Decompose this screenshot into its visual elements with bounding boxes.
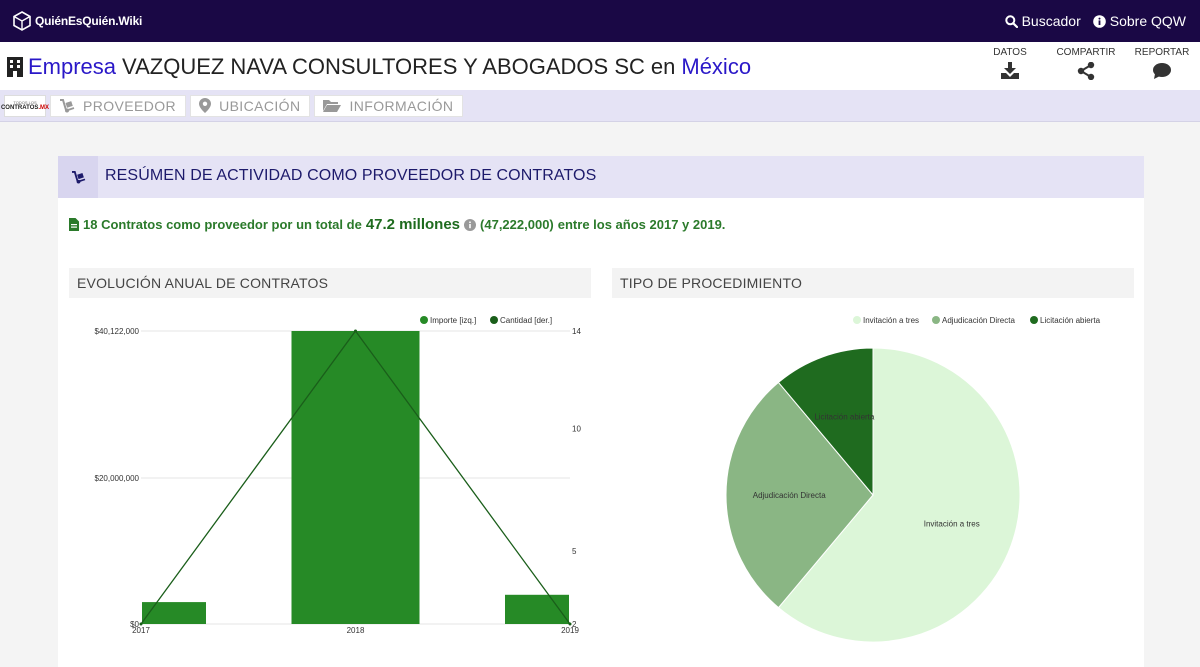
search-icon bbox=[1004, 14, 1018, 28]
about-link-label: Sobre QQW bbox=[1109, 13, 1186, 29]
search-link-label: Buscador bbox=[1021, 13, 1081, 29]
x-tick-label: 2017 bbox=[132, 626, 150, 635]
share-button[interactable]: COMPARTIR bbox=[1048, 47, 1124, 80]
pie-slice-label: Licitación abierta bbox=[814, 412, 875, 421]
cube-icon bbox=[13, 11, 31, 31]
legend-marker bbox=[420, 316, 428, 324]
pie-slice-label: Adjudicación Directa bbox=[753, 491, 826, 500]
summary-exact-amount: (47,222,000) bbox=[480, 217, 554, 232]
legend-marker bbox=[1030, 316, 1038, 324]
brand-name: QuiénEsQuién.Wiki bbox=[35, 14, 143, 28]
share-icon bbox=[1077, 62, 1095, 80]
legend-marker bbox=[853, 316, 861, 324]
y-right-tick-label: 10 bbox=[572, 425, 581, 434]
bar-importe bbox=[291, 331, 420, 624]
building-icon bbox=[7, 57, 23, 77]
logo-line1: TODOS LOS bbox=[13, 99, 37, 105]
tab-proveedor-label: PROVEEDOR bbox=[83, 97, 177, 114]
summary-text-1: 18 Contratos como proveedor por un total… bbox=[83, 217, 362, 232]
search-link[interactable]: Buscador bbox=[1004, 13, 1081, 29]
y-right-tick-label: 5 bbox=[572, 547, 577, 556]
info-circle-icon bbox=[1092, 14, 1106, 28]
summary-text-2: entre los años 2017 y 2019. bbox=[557, 217, 726, 232]
dolly-icon bbox=[60, 98, 75, 112]
y-left-tick-label: $20,000,000 bbox=[95, 474, 140, 483]
tab-informacion-label: INFORMACIÓN bbox=[349, 97, 454, 114]
x-tick-label: 2019 bbox=[561, 626, 579, 635]
y-left-tick-label: $0 bbox=[130, 620, 139, 629]
logo-line2: CONTRATOS.MX bbox=[1, 105, 49, 112]
entity-header: Empresa VAZQUEZ NAVA CONSULTORES Y ABOGA… bbox=[0, 42, 1200, 90]
comment-icon bbox=[1153, 63, 1171, 79]
logo-line2-suffix: .MX bbox=[38, 104, 50, 111]
pie-slice bbox=[725, 381, 874, 609]
section-title: RESÚMEN DE ACTIVIDAD COMO PROVEEDOR DE C… bbox=[105, 167, 597, 184]
x-tick-label: 2018 bbox=[347, 626, 365, 635]
dolly-icon bbox=[71, 170, 85, 184]
todoslosscontratos-logo[interactable]: TODOS LOS CONTRATOS.MX bbox=[1, 94, 49, 117]
section-header: RESÚMEN DE ACTIVIDAD COMO PROVEEDOR DE C… bbox=[58, 156, 1144, 198]
y-right-tick-label: 14 bbox=[572, 327, 581, 336]
section-icon-box bbox=[58, 156, 98, 198]
annual-evolution-title: EVOLUCIÓN ANUAL DE CONTRATOS bbox=[69, 268, 591, 298]
legend-label: Licitación abierta bbox=[1040, 316, 1101, 325]
company-name: VAZQUEZ NAVA CONSULTORES Y ABOGADOS SC bbox=[122, 54, 645, 79]
entity-type: Empresa bbox=[28, 54, 117, 79]
country-link[interactable]: México bbox=[681, 54, 752, 79]
bar-importe bbox=[505, 594, 569, 624]
pie-slice bbox=[777, 347, 1021, 643]
pie-slice bbox=[777, 347, 874, 497]
summary-card: RESÚMEN DE ACTIVIDAD COMO PROVEEDOR DE C… bbox=[58, 156, 1144, 667]
point-cantidad bbox=[568, 622, 572, 626]
procedure-type-title: TIPO DE PROCEDIMIENTO bbox=[612, 268, 1134, 298]
legend-label: Cantidad [der.] bbox=[500, 316, 552, 325]
top-navbar: QuiénEsQuién.Wiki Buscador Sobre QQW bbox=[0, 0, 1200, 42]
legend-marker bbox=[490, 316, 498, 324]
annual-evolution-chart: $0 $20,000,000 $40,122,000 2 5 10 14 2017 2018 20… bbox=[95, 316, 1101, 643]
tab-ubicacion-label: UBICACIÓN bbox=[219, 97, 301, 114]
report-button[interactable]: REPORTAR bbox=[1124, 47, 1200, 80]
point-cantidad bbox=[354, 329, 357, 333]
info-circle-icon[interactable] bbox=[464, 218, 477, 231]
download-data-label: DATOS bbox=[993, 47, 1027, 58]
folder-open-icon bbox=[323, 100, 342, 112]
page-title: Empresa VAZQUEZ NAVA CONSULTORES Y ABOGA… bbox=[6, 54, 751, 80]
title-connector: en bbox=[650, 54, 676, 79]
section-tabs: TODOS LOS CONTRATOS.MX PROVEEDOR UBICACI… bbox=[0, 90, 1200, 122]
legend-label: Importe [izq.] bbox=[430, 316, 476, 325]
point-cantidad bbox=[139, 622, 143, 626]
y-left-tick-label: $40,122,000 bbox=[95, 327, 140, 336]
tab-proveedor[interactable]: PROVEEDOR bbox=[50, 94, 187, 117]
map-marker-icon bbox=[199, 98, 212, 113]
about-link[interactable]: Sobre QQW bbox=[1092, 13, 1186, 29]
download-icon bbox=[1001, 62, 1019, 79]
legend-label: Adjudicación Directa bbox=[942, 316, 1015, 325]
tab-informacion[interactable]: INFORMACIÓN bbox=[314, 94, 464, 117]
header-actions: DATOS COMPARTIR REPORTAR bbox=[972, 47, 1200, 80]
bar-importe bbox=[142, 602, 206, 624]
legend-label: Invitación a tres bbox=[863, 316, 919, 325]
brand-logo[interactable]: QuiénEsQuién.Wiki bbox=[12, 11, 142, 31]
tab-ubicacion[interactable]: UBICACIÓN bbox=[190, 94, 311, 117]
summary-amount: 47.2 millones bbox=[365, 216, 461, 233]
y-right-tick-label: 2 bbox=[572, 620, 577, 629]
file-icon bbox=[69, 218, 79, 231]
report-label: REPORTAR bbox=[1134, 47, 1190, 58]
legend-marker bbox=[932, 316, 940, 324]
download-data-button[interactable]: DATOS bbox=[972, 47, 1048, 80]
contracts-summary: 18 Contratos como proveedor por un total… bbox=[69, 216, 725, 233]
logo-line2-main: CONTRATOS bbox=[0, 104, 39, 111]
pie-slice-label: Invitación a tres bbox=[924, 520, 980, 529]
share-label: COMPARTIR bbox=[1056, 47, 1116, 58]
